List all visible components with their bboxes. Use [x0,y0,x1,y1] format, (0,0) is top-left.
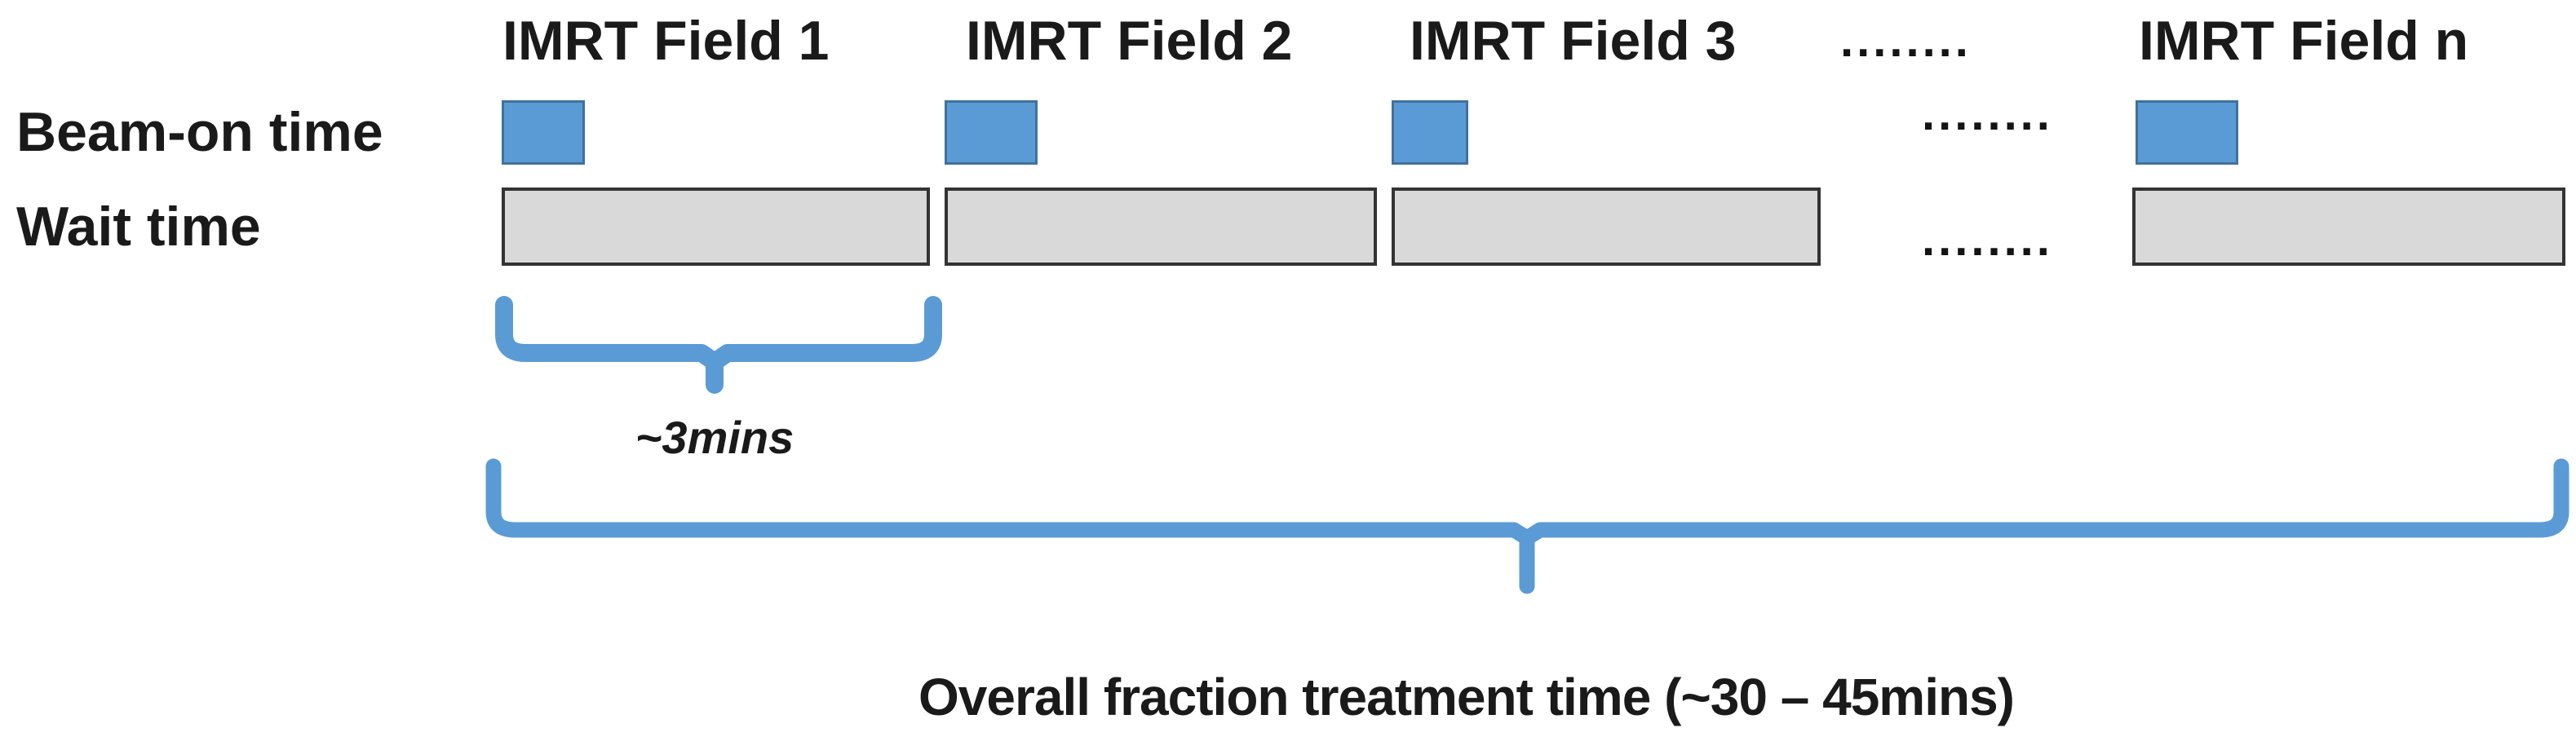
beam-on-time-row-label: Beam-on time [16,101,383,163]
overall-duration-annotation: Overall fraction treatment time (~30 – 4… [918,668,2015,726]
wait-block-field-n [2132,188,2565,266]
wait-time-row-label: Wait time [16,196,261,258]
field-3-title: IMRT Field 3 [1410,10,1737,72]
field-2-title: IMRT Field 2 [966,10,1293,72]
wait-block-field-3 [1392,188,1821,266]
field-1-duration-brace [495,296,942,371]
field-n-title: IMRT Field n [2139,10,2469,72]
beam-on-block-field-2 [945,100,1038,165]
field-1-title: IMRT Field 1 [502,10,830,72]
wait-block-field-2 [945,188,1377,266]
beam-on-block-field-3 [1392,100,1468,165]
ellipsis-wait-row: ........ [1922,213,2053,266]
field-duration-annotation: ~3mins [635,412,794,463]
ellipsis-beam-on-row: ........ [1922,87,2053,140]
wait-block-field-1 [502,188,930,266]
overall-duration-brace [485,458,2569,546]
beam-on-block-field-n [2136,100,2238,165]
ellipsis-title-row: ........ [1840,14,1972,67]
beam-on-block-field-1 [502,100,585,165]
